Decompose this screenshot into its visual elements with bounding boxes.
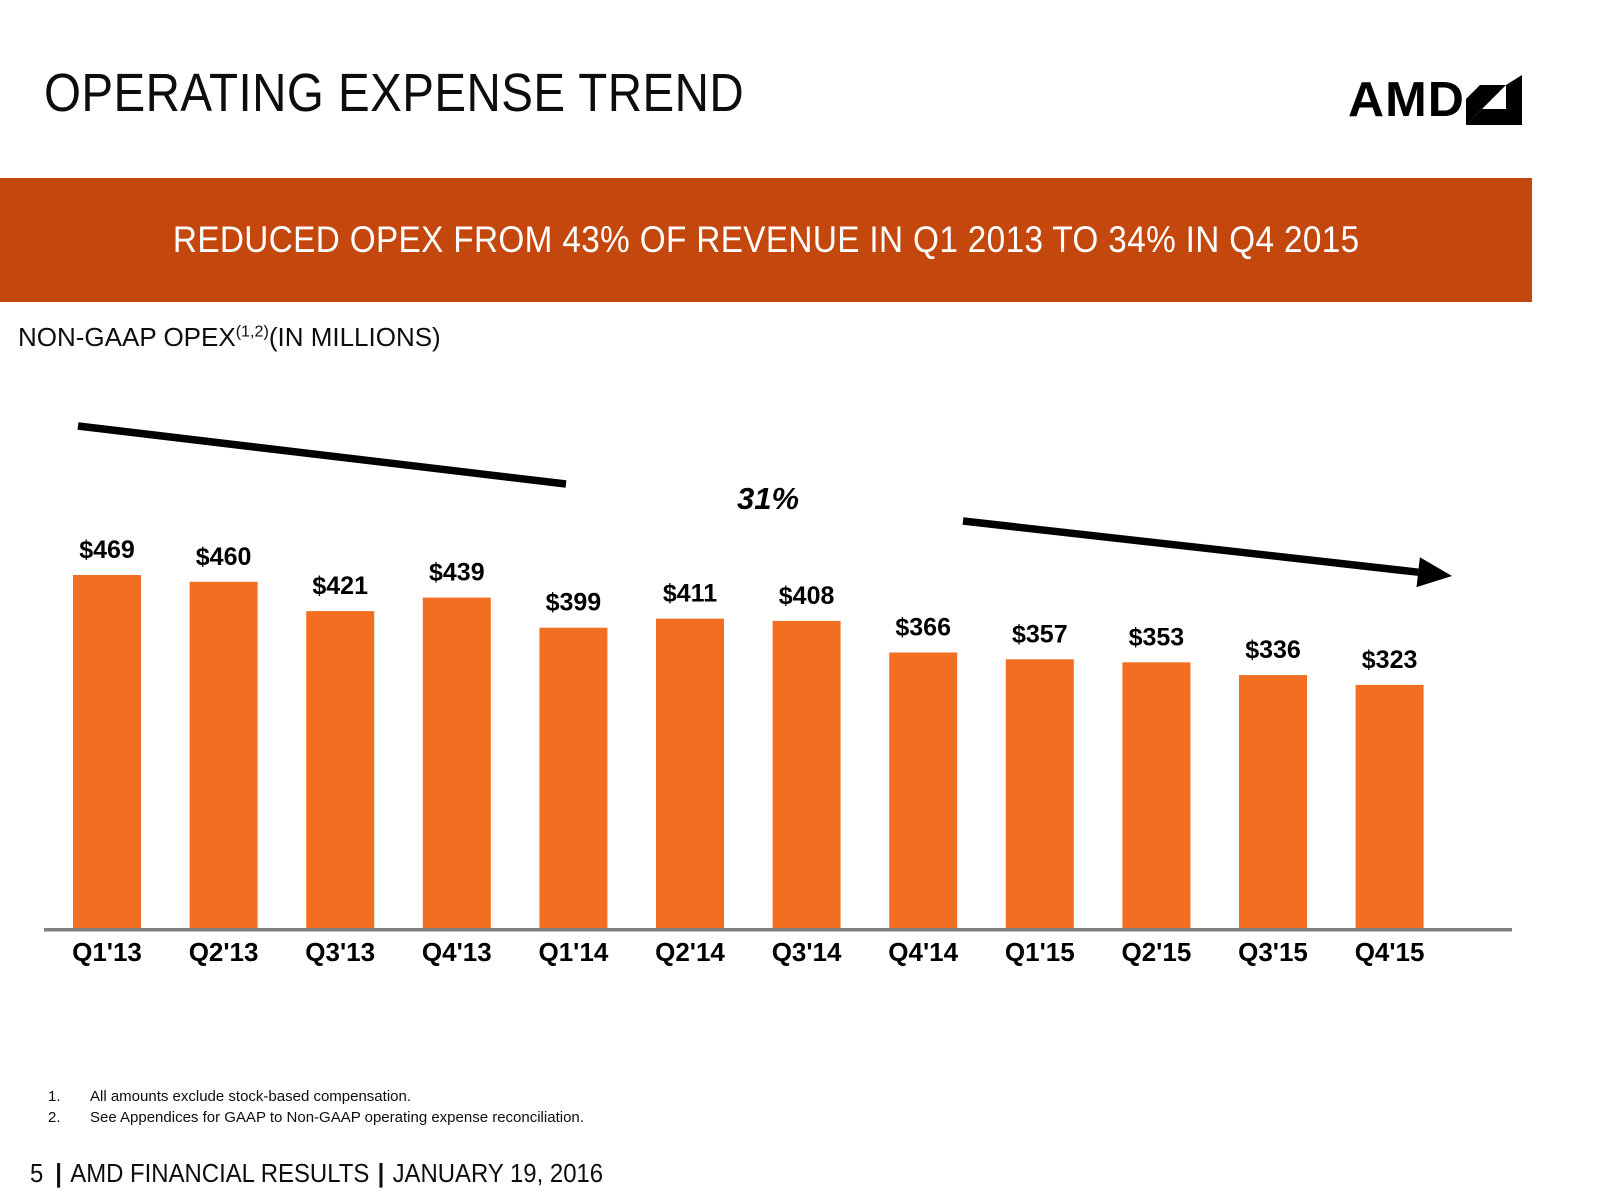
category-label: Q1'14 [539, 937, 609, 967]
category-label: Q4'15 [1355, 937, 1425, 967]
amd-logo: AMD [1348, 72, 1522, 128]
slide-footer: 5 | AMD FINANCIAL RESULTS | JANUARY 19, … [30, 1158, 603, 1189]
bar[interactable] [1355, 684, 1424, 928]
category-label: Q1'13 [72, 937, 142, 967]
chart-caption-superscript: (1,2) [235, 322, 269, 341]
bar[interactable] [422, 597, 491, 928]
chart-caption-suffix: (IN MILLIONS) [268, 322, 441, 352]
amd-arrow-icon [1466, 75, 1522, 125]
bars-layer [73, 575, 1424, 928]
category-label: Q3'15 [1238, 937, 1308, 967]
category-label: Q4'13 [422, 937, 492, 967]
footnote-text: All amounts exclude stock-based compensa… [90, 1088, 412, 1105]
headline-banner-text: REDUCED OPEX FROM 43% OF REVENUE IN Q1 2… [172, 219, 1360, 260]
category-label: Q2'15 [1122, 937, 1192, 967]
footnote-text: See Appendices for GAAP to Non-GAAP oper… [90, 1109, 584, 1126]
bar-value-label: $357 [1012, 620, 1068, 648]
bar[interactable] [539, 627, 608, 928]
slide-page-number: 5 [30, 1158, 44, 1188]
category-labels-layer: Q1'13 Q2'13 Q3'13 Q4'13 Q1'14 Q2'14 Q3'14 Q4'14… [72, 937, 1424, 967]
category-label: Q4'14 [888, 937, 958, 967]
bar-value-label: $353 [1129, 623, 1185, 651]
bar[interactable] [1239, 675, 1307, 928]
slide-header: OPERATING EXPENSE TREND AMD [0, 0, 1600, 178]
footnote-item: 1. All amounts exclude stock-based compe… [48, 1086, 584, 1107]
bar-value-label: $336 [1245, 636, 1301, 664]
footer-date: JANUARY 19, 2016 [392, 1158, 604, 1188]
bar-value-label: $439 [429, 559, 485, 587]
bar[interactable] [772, 620, 841, 928]
bar-value-label: $460 [196, 543, 252, 571]
bar-value-label: $411 [663, 580, 717, 608]
trend-arrow-right-head [1416, 557, 1452, 588]
headline-banner: REDUCED OPEX FROM 43% OF REVENUE IN Q1 2… [0, 178, 1532, 302]
axis-layer [44, 928, 1512, 932]
bar-value-label: $421 [312, 572, 368, 600]
footer-separator: | [55, 1158, 62, 1188]
category-label: Q3'14 [772, 937, 842, 967]
bar[interactable] [73, 575, 141, 928]
bar-value-label: $408 [779, 582, 835, 610]
footnote-number: 2. [48, 1109, 61, 1126]
bar-value-label: $323 [1362, 646, 1418, 674]
bar[interactable] [1005, 659, 1074, 928]
bar-value-label: $399 [546, 589, 602, 617]
footnote-item: 2. See Appendices for GAAP to Non-GAAP o… [48, 1107, 584, 1128]
data-labels-layer: $469 $460 $421 $439 $399 $411 $408 $366 $357 $353… [79, 536, 1417, 674]
category-axis-line [44, 928, 1512, 932]
bar-value-label: $469 [79, 536, 135, 564]
annotations-layer: 31% [77, 422, 1452, 588]
percent-annotation: 31% [737, 481, 799, 516]
trend-line-left [77, 422, 567, 488]
category-label: Q1'15 [1005, 937, 1075, 967]
bar[interactable] [656, 618, 724, 928]
chart-caption-prefix: NON-GAAP OPEX [18, 322, 236, 352]
footer-deck-name: AMD FINANCIAL RESULTS [70, 1158, 370, 1188]
amd-wordmark: AMD [1348, 72, 1466, 127]
category-label: Q3'13 [305, 937, 375, 967]
bar[interactable] [1122, 662, 1191, 928]
page-title: OPERATING EXPENSE TREND [44, 63, 745, 123]
trend-arrow-right [962, 517, 1419, 576]
footer-separator: | [377, 1158, 385, 1188]
category-label: Q2'13 [189, 937, 259, 967]
footnote-number: 1. [48, 1088, 61, 1105]
bar-value-label: $366 [895, 614, 951, 642]
bar[interactable] [189, 581, 258, 928]
bar[interactable] [306, 611, 375, 928]
footnotes: 1. All amounts exclude stock-based compe… [48, 1086, 584, 1128]
category-label: Q2'14 [655, 937, 725, 967]
bar[interactable] [889, 652, 958, 928]
chart-caption: NON-GAAP OPEX(1,2)(IN MILLIONS) [18, 322, 441, 353]
